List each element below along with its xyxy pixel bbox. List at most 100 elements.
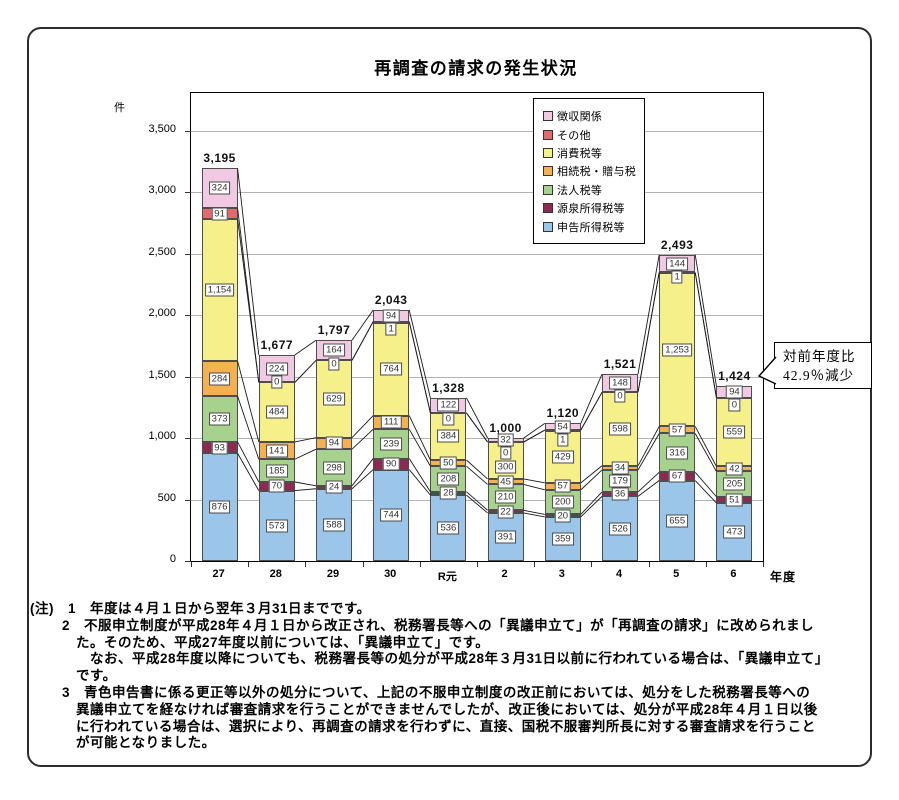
y-axis-tick [185,561,191,562]
x-axis-category-label: R元 [437,571,457,583]
notes: (注) 1 年度は４月１日から翌年３月31日までです。 2 不服申立制度が平成28… [30,601,875,752]
segment-value-label: 573 [265,519,288,533]
note-line: が可能となりました。 [76,735,216,751]
bar-total-label: 1,677 [260,337,294,352]
legend-item: 申告所得税等 [543,217,644,235]
gridline [191,315,763,317]
x-axis-category-label: 27 [212,568,225,580]
segment-value-label: 324 [208,181,231,195]
legend-label: 徴収関係 [557,111,603,124]
segment-value-label: 0 [442,412,455,426]
segment-value-label: 28 [440,486,457,500]
x-axis-category-label: 5 [673,568,680,580]
legend-label: その他 [557,129,591,142]
segment-value-label: 536 [437,521,460,535]
legend: 徴収関係その他消費税等相続税・贈与税法人税等源泉所得税等 申告所得税等 [533,98,645,244]
x-axis-category-label: 28 [269,568,282,580]
segment-value-label: 185 [265,464,288,478]
legend-item: 法人税等 [543,181,644,199]
legend-label: 消費税等 [557,147,603,160]
bar-total-label: 1,328 [432,380,465,395]
chart-title: 再調査の請求の発生状況 [374,59,578,78]
x-axis-tick [305,562,307,567]
callout-line-1: 対前年度比 [783,349,856,364]
segment-value-label: 205 [723,477,746,491]
segment-value-label: 94 [325,436,343,450]
x-axis-tick [705,562,707,567]
x-axis-tick [419,562,421,567]
legend-label: 源泉所得税等 [557,203,625,216]
segment-value-label: 1 [671,270,683,284]
segment-value-label: 284 [208,372,231,386]
segment-value-label: 67 [668,469,686,483]
segment-value-label: 300 [494,460,517,473]
segment-value-label: 34 [611,461,629,475]
legend-label: 申告所得税等 [557,221,625,234]
gridline [191,376,763,378]
y-axis-tick [185,192,191,194]
y-axis-tick-label: 2,500 [148,245,176,258]
legend-swatch-icon [543,129,553,140]
segment-value-label: 1,154 [204,283,235,297]
segment-value-label: 148 [609,376,631,390]
segment-value-label: 122 [437,398,460,412]
segment-value-label: 1 [385,322,397,336]
x-axis-tick [591,562,593,567]
segment-value-label: 200 [551,495,574,509]
legend-label: 法人税等 [557,184,603,197]
legend-item: 相続税・贈与税 [543,162,644,180]
y-axis-tick [185,131,191,132]
segment-value-label: 51 [726,493,743,507]
note-line: に行われている場合は、選択により、再調査の請求を行わずに、直接、国税不服審判所長… [76,718,816,734]
segment-value-label: 559 [723,425,746,439]
x-axis-category-label: 4 [615,568,623,580]
x-axis-tick [362,562,364,567]
y-axis-tick [185,315,191,317]
segment-value-label: 20 [554,509,572,523]
x-axis-unit: 年度 [770,570,797,584]
y-axis-tick [185,499,191,501]
segment-value-label: 144 [666,257,689,271]
segment-value-label: 876 [208,500,231,514]
legend-swatch-icon [543,147,553,158]
segment-value-label: 24 [325,480,343,494]
segment-value-label: 164 [323,343,345,357]
y-axis-tick-label: 2,000 [148,307,176,320]
y-axis-unit: 件 [114,102,125,114]
segment-value-label: 93 [211,441,228,455]
segment-value-label: 208 [437,472,460,486]
x-axis-labels: 27 28 29 30 R元 2 3 4 5 6 [190,568,762,584]
segment-value-label: 141 [265,444,288,458]
legend-item: その他 [543,125,644,143]
segment-value-label: 54 [554,420,572,434]
segment-value-label: 0 [499,446,512,460]
x-axis-tick [248,562,250,567]
segment-value-label: 373 [208,412,231,426]
x-axis-tick [534,562,536,567]
segment-value-label: 90 [382,457,400,471]
gridline [191,253,763,255]
segment-value-label: 298 [323,461,345,474]
segment-value-label: 359 [551,532,574,546]
plot-area: 324 91 1,154 284 373 93 876 3,195 224 0 484 141 185 7… [185,92,764,567]
bar-total-label: 2,493 [660,237,694,252]
segment-value-label: 70 [268,479,286,493]
bar-total-label: 1,424 [718,369,751,384]
segment-value-label: 91 [211,207,228,221]
segment-value-label: 45 [497,475,514,489]
segment-value-label: 629 [323,392,345,406]
y-axis-tick-label: 500 [157,491,176,504]
segment-value-label: 179 [609,474,631,488]
legend-item: 源泉所得税等 [543,199,644,217]
note-line: 異議申立てを経なければ審査請求を行うことができませんでしたが、改正後においては、… [76,701,818,717]
segment-value-label: 94 [726,385,743,399]
note-line: た。そのため、平成27年度以前については、「異議申立て」です。 [76,634,490,650]
note-line: です。 [76,668,117,684]
segment-value-label: 36 [611,487,629,501]
segment-value-label: 744 [380,508,403,522]
segment-value-label: 239 [380,437,403,451]
segment-value-label: 57 [668,423,686,437]
segment-value-label: 0 [728,398,741,412]
x-axis-category-label: 3 [558,568,565,580]
segment-value-label: 655 [666,514,689,528]
